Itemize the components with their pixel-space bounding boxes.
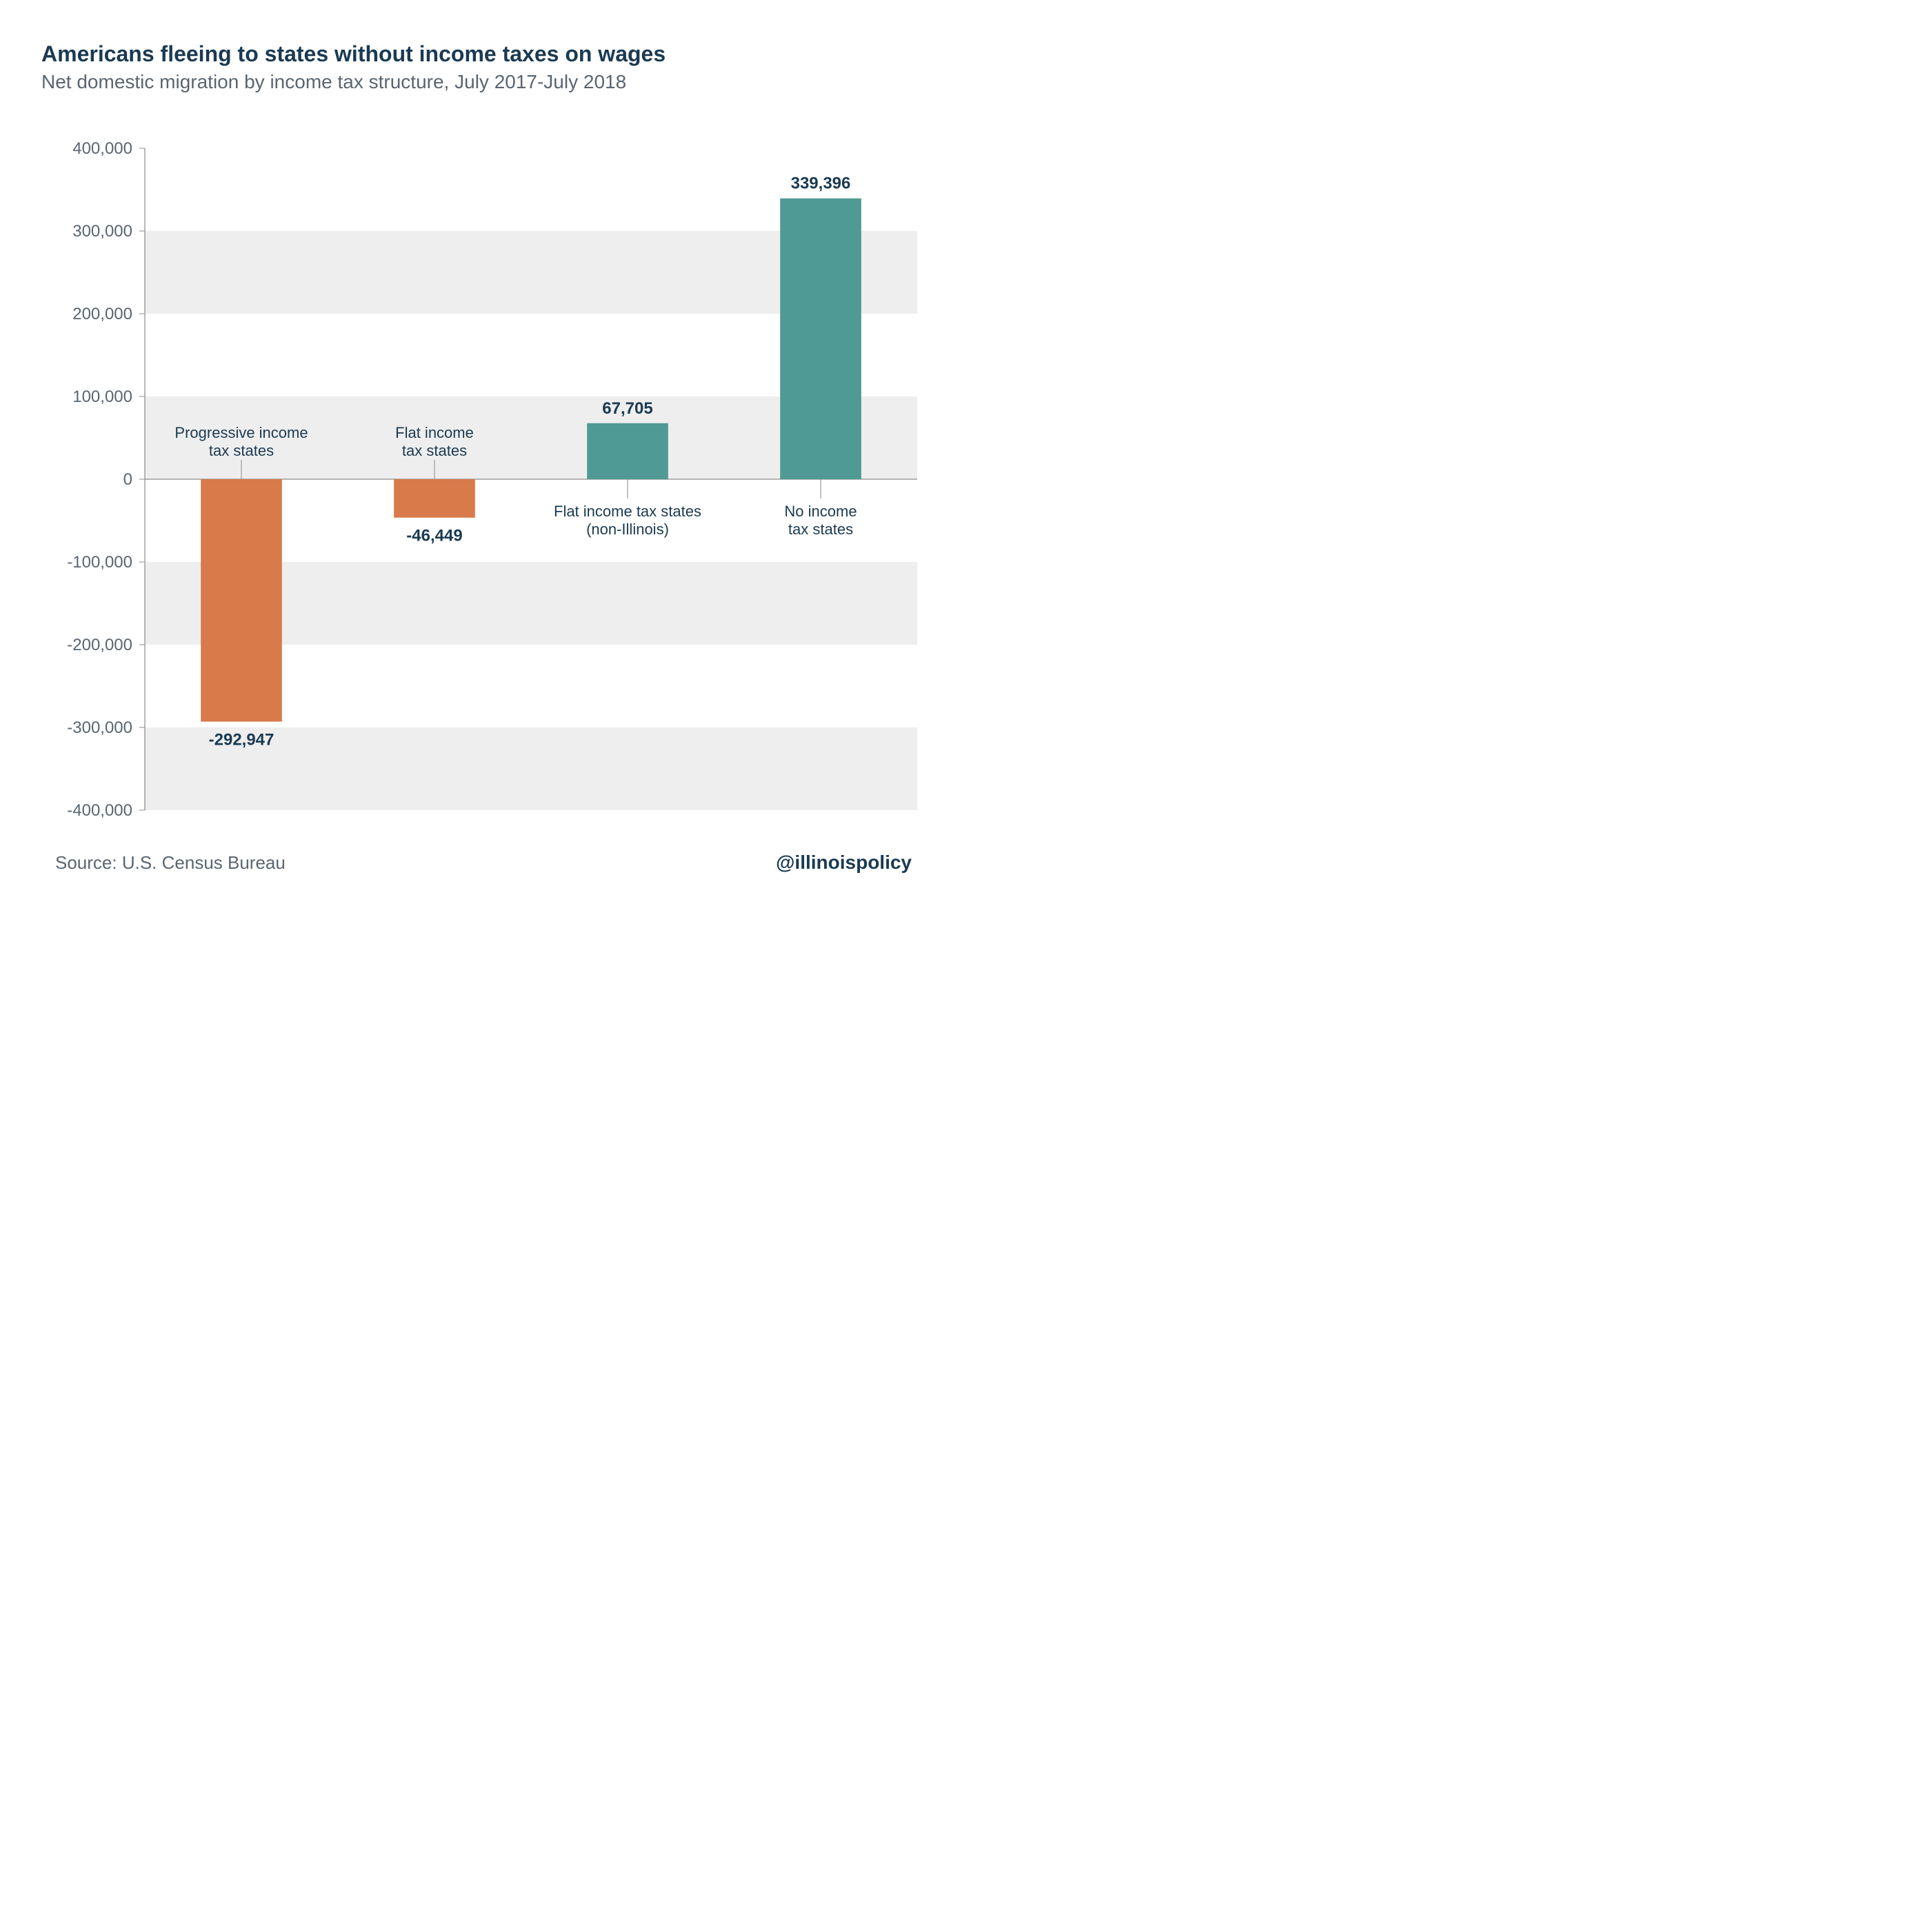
- svg-text:300,000: 300,000: [72, 222, 132, 241]
- svg-text:100,000: 100,000: [72, 388, 132, 406]
- svg-text:0: 0: [123, 470, 132, 489]
- svg-text:No income: No income: [784, 503, 857, 520]
- chart-subtitle: Net domestic migration by income tax str…: [41, 71, 926, 93]
- chart-title: Americans fleeing to states without inco…: [41, 41, 926, 67]
- source-text: Source: U.S. Census Bureau: [55, 852, 286, 874]
- handle-text: @illinoispolicy: [776, 852, 912, 874]
- svg-text:-46,449: -46,449: [406, 527, 462, 545]
- svg-text:-292,947: -292,947: [209, 731, 274, 749]
- svg-text:339,396: 339,396: [791, 174, 851, 193]
- svg-text:(non-Illinois): (non-Illinois): [586, 521, 669, 538]
- svg-text:tax states: tax states: [788, 521, 853, 538]
- svg-text:200,000: 200,000: [72, 305, 132, 323]
- chart-container: -400,000 -300,000 -200,000 -100,000 0 100,000…: [41, 134, 932, 824]
- chart-footer: Source: U.S. Census Bureau @illinoispoli…: [34, 852, 926, 874]
- svg-text:67,705: 67,705: [602, 399, 652, 418]
- svg-text:tax states: tax states: [209, 442, 274, 459]
- svg-text:tax states: tax states: [402, 442, 467, 459]
- bar-chart: -400,000 -300,000 -200,000 -100,000 0 100,000…: [41, 134, 932, 824]
- svg-text:-300,000: -300,000: [67, 718, 132, 737]
- svg-text:-100,000: -100,000: [67, 553, 132, 572]
- svg-text:Progressive income: Progressive income: [174, 424, 308, 441]
- svg-text:-400,000: -400,000: [67, 801, 132, 820]
- svg-text:400,000: 400,000: [72, 139, 132, 158]
- svg-text:Flat income tax states: Flat income tax states: [554, 503, 701, 520]
- svg-text:Flat income: Flat income: [395, 424, 474, 441]
- svg-text:-200,000: -200,000: [67, 636, 132, 654]
